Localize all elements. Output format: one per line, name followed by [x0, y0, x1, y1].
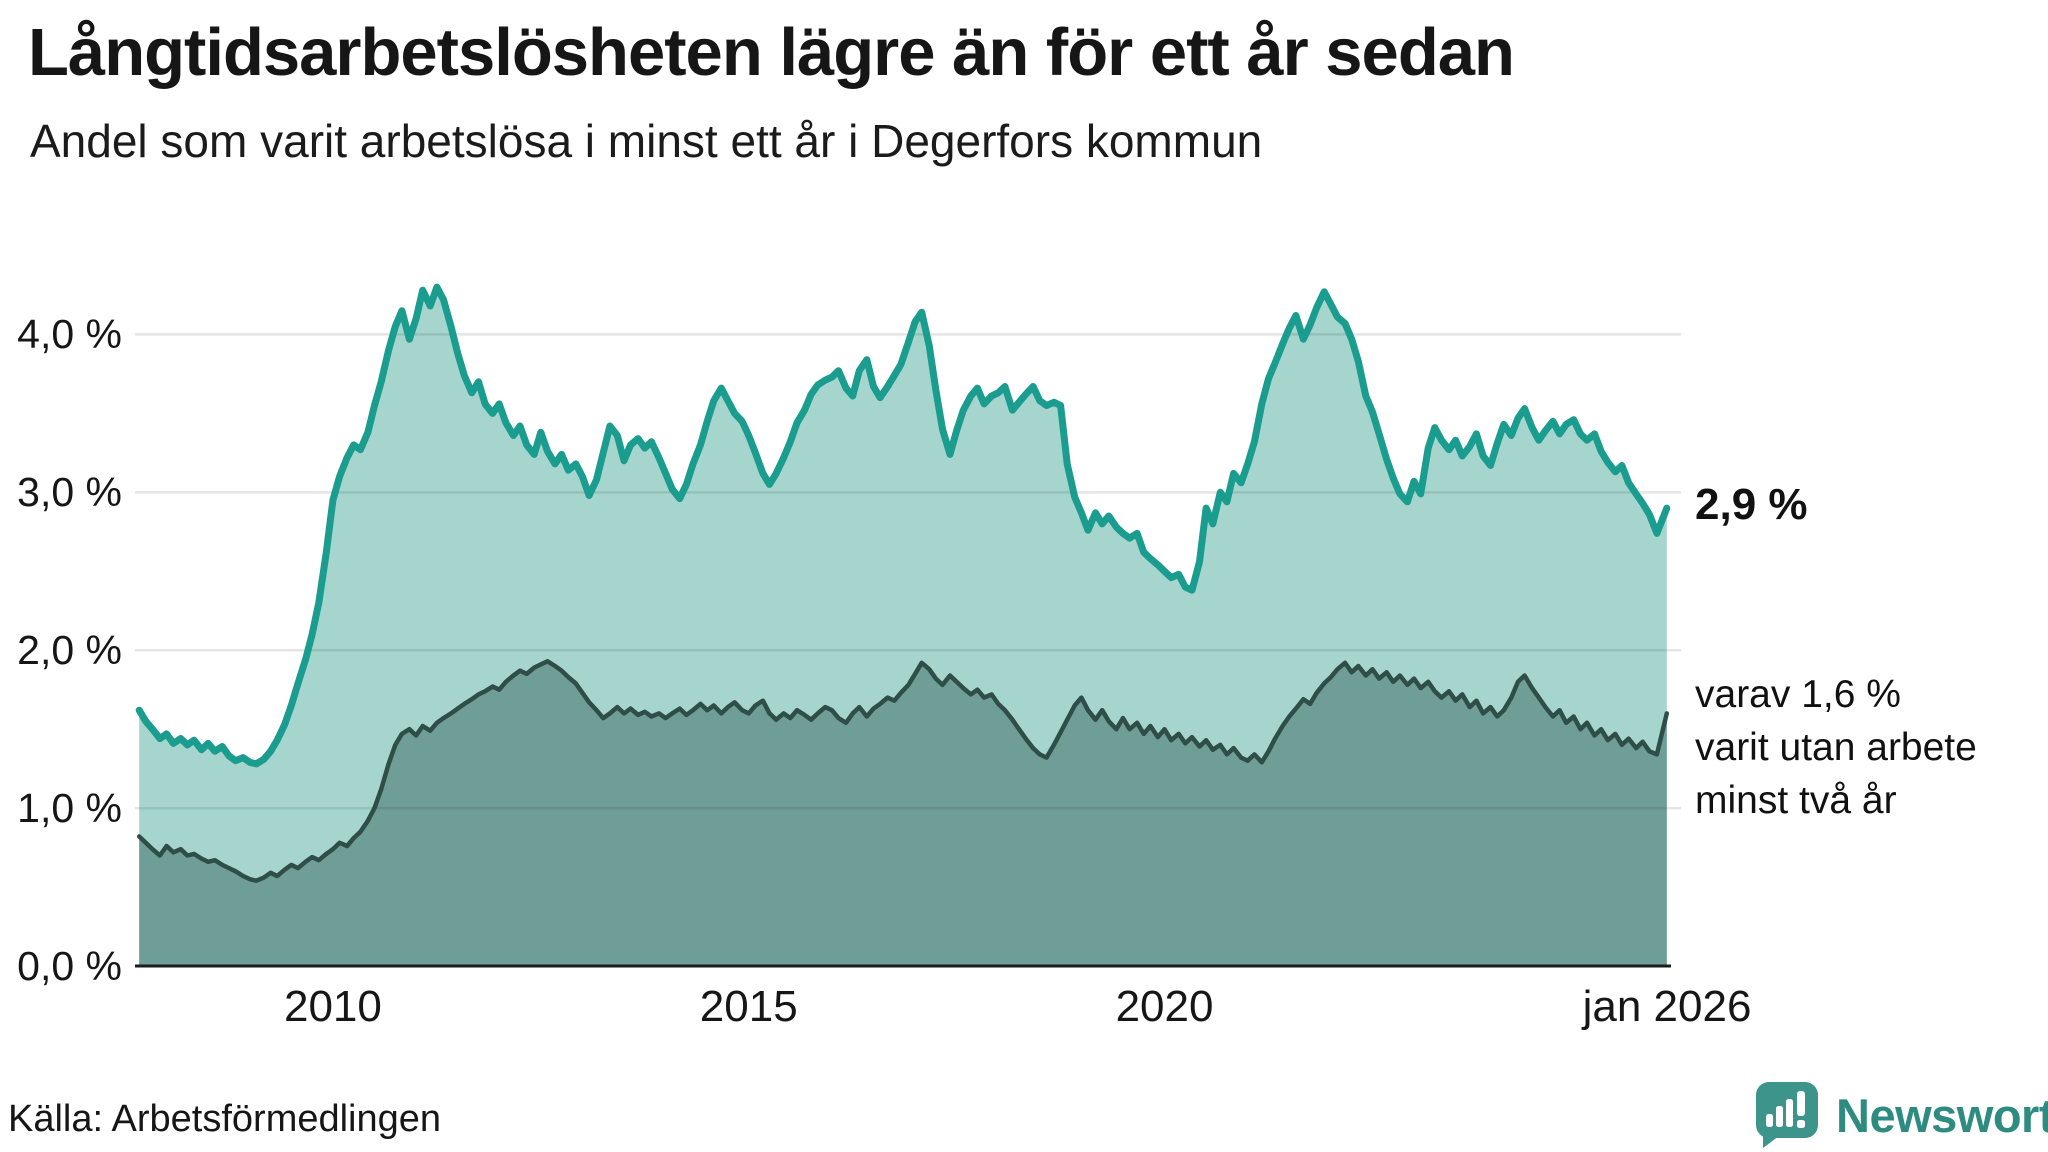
annotation-secondary-line: minst två år	[1695, 779, 1897, 823]
y-axis-label: 2,0 %	[17, 627, 122, 674]
page-title: Långtidsarbetslösheten lägre än för ett …	[28, 15, 1515, 90]
annotation-secondary: varav 1,6 % varit utan arbete minst två …	[1695, 668, 1977, 827]
annotation-latest-value: 2,9 %	[1695, 480, 1808, 530]
x-axis-label: 2020	[1115, 982, 1214, 1031]
y-axis-label: 0,0 %	[17, 943, 122, 989]
line-one_year	[135, 283, 1671, 768]
x-axis-label: 2015	[699, 982, 798, 1031]
source-credit: Källa: Arbetsförmedlingen	[8, 1098, 442, 1140]
y-axis-label: 1,0 %	[17, 785, 122, 832]
annotation-secondary-line: varav 1,6 %	[1695, 673, 1901, 717]
x-axis-label: jan 2026	[1582, 982, 1752, 1031]
annotation-secondary-line: varit utan arbete	[1695, 726, 1977, 770]
newsworthy-wordmark: Newsworthy	[1836, 1088, 2048, 1142]
x-axis-label: 2010	[283, 982, 382, 1031]
y-axis-label: 4,0 %	[17, 311, 122, 358]
page-subtitle: Andel som varit arbetslösa i minst ett å…	[30, 115, 1263, 167]
area-two_years	[139, 661, 1667, 966]
speech-bubble-bar-chart-icon	[1756, 1082, 1818, 1148]
y-axis-label: 3,0 %	[17, 469, 122, 516]
line-two_years	[136, 659, 1670, 883]
newsworthy-logo: Newsworthy	[1752, 1080, 2048, 1150]
